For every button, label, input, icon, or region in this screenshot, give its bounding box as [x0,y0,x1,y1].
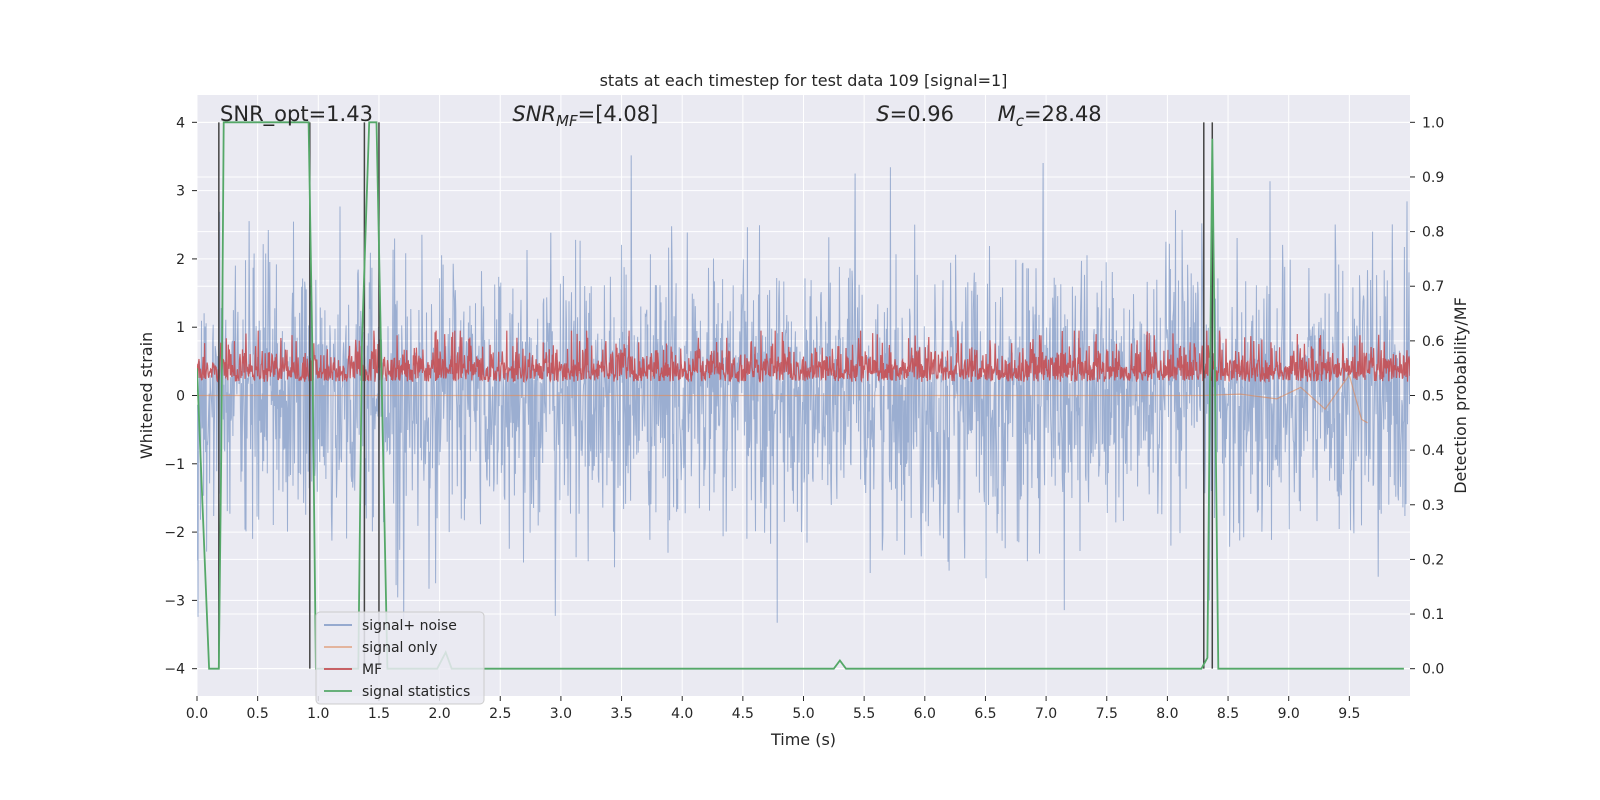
annotation: SNRMF=[4.08] [512,102,658,130]
y-right-tick-label: 0.3 [1422,498,1444,514]
y-tick-label: 2 [176,252,185,268]
legend-label: signal+ noise [362,618,457,634]
x-tick-label: 5.0 [792,706,814,722]
y-right-tick-label: 0.9 [1422,170,1444,186]
y-right-tick-label: 0.7 [1422,279,1444,295]
y-right-tick-label: 0.0 [1422,662,1444,678]
x-tick-label: 1.5 [368,706,390,722]
chart-title: stats at each timestep for test data 109… [600,71,1008,90]
y-tick-label: −1 [164,457,185,473]
x-tick-label: 2.0 [428,706,450,722]
y-right-tick-label: 0.5 [1422,389,1444,405]
x-tick-label: 8.5 [1217,706,1239,722]
legend-box [315,611,485,705]
x-tick-label: 0.0 [186,706,208,722]
y-right-axis-label: Detection probability/MF [1451,297,1470,494]
y-axis-label: Whitened strain [137,332,156,459]
legend-label: signal statistics [362,684,470,700]
y-tick-label: −4 [164,662,185,678]
y-right-axis-ticks: 0.0 0.1 0.2 0.3 0.4 0.5 0.6 0.7 0.8 0.9 1.0 [1410,115,1444,678]
x-tick-label: 0.5 [247,706,269,722]
legend: signal+ noise signal only MF signal statist… [315,611,485,705]
y-right-tick-label: 1.0 [1422,115,1444,131]
y-tick-label: −2 [164,525,185,541]
series-mf [197,330,1410,384]
x-axis-ticks: 0.0 0.5 1.0 1.5 2.0 2.5 3.0 3.5 4.0 4.5 5.0 5.5 6.0 6… [186,696,1360,722]
x-tick-label: 9.5 [1338,706,1360,722]
x-tick-label: 6.0 [914,706,936,722]
x-tick-label: 4.5 [732,706,754,722]
x-tick-label: 7.0 [1035,706,1057,722]
y-axis-ticks: −4 −3 −2 −1 0 1 2 3 4 [164,115,197,678]
x-tick-label: 3.5 [610,706,632,722]
x-tick-label: 3.0 [550,706,572,722]
legend-label: signal only [362,640,437,656]
x-tick-label: 8.0 [1156,706,1178,722]
annotation: SNR_opt=1.43 [220,102,373,127]
annotation: S=0.96 [876,102,954,126]
annotations: SNR_opt=1.43 SNRMF=[4.08] S=0.96 Mc=28.48 [220,102,1102,130]
x-tick-label: 7.5 [1096,706,1118,722]
y-right-tick-label: 0.2 [1422,552,1444,568]
y-tick-label: 1 [176,320,185,336]
x-tick-label: 6.5 [974,706,996,722]
x-tick-label: 5.5 [853,706,875,722]
x-axis-label: Time (s) [770,730,836,749]
x-tick-label: 2.5 [489,706,511,722]
x-tick-label: 9.0 [1278,706,1300,722]
x-tick-label: 4.0 [671,706,693,722]
y-tick-label: −3 [164,593,185,609]
y-right-tick-label: 0.6 [1422,334,1444,350]
y-right-tick-label: 0.1 [1422,607,1444,623]
annotation: Mc=28.48 [998,102,1102,130]
y-tick-label: 4 [176,115,185,131]
y-tick-label: 0 [176,389,185,405]
y-right-tick-label: 0.4 [1422,443,1444,459]
legend-label: MF [362,662,382,678]
series-signal-statistics [197,121,1404,670]
plot-content [197,121,1410,670]
x-tick-label: 1.0 [307,706,329,722]
y-right-tick-label: 0.8 [1422,225,1444,241]
y-tick-label: 3 [176,184,185,200]
